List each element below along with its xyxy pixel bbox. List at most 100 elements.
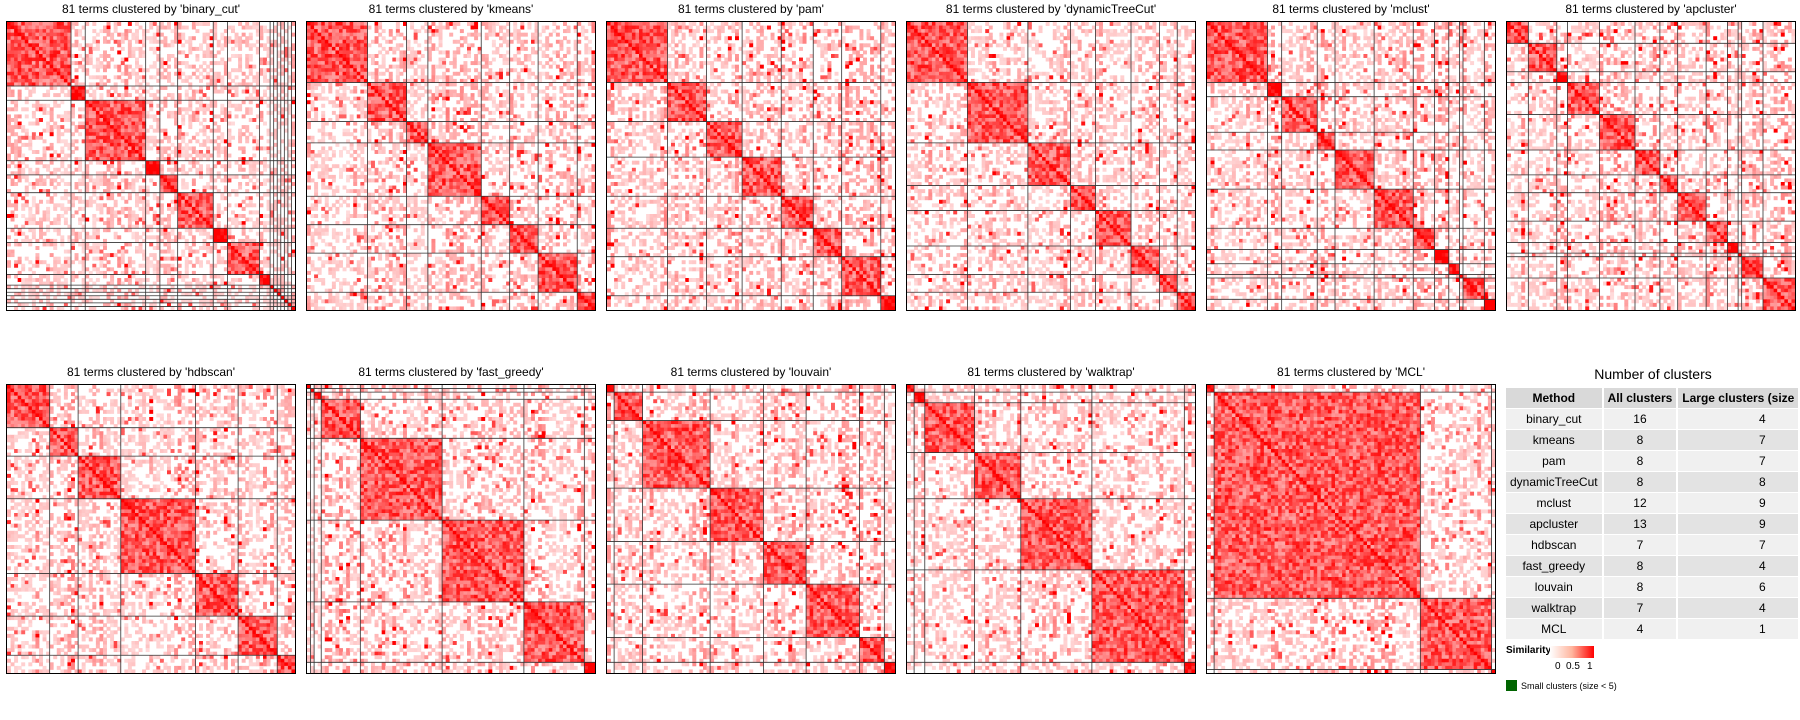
heatmap-cell	[174, 189, 179, 194]
heatmap-cell	[53, 125, 58, 130]
heatmap-cell	[356, 25, 361, 30]
heatmap-cell	[124, 157, 129, 162]
heatmap-cell	[127, 263, 132, 268]
heatmap-cell	[248, 54, 253, 58]
heatmap-cell	[127, 121, 132, 126]
heatmap-cell	[135, 171, 139, 176]
heatmap-cell	[28, 214, 33, 218]
heatmap-cell	[417, 29, 422, 34]
heatmap-cell	[580, 93, 585, 98]
heatmap-cell	[378, 118, 383, 122]
heatmap-cell	[314, 54, 319, 58]
heatmap-cell	[502, 57, 507, 62]
heatmap-cell	[188, 292, 193, 297]
heatmap-cell	[199, 86, 203, 90]
heatmap-cell	[106, 100, 111, 105]
heatmap-cell	[74, 89, 79, 94]
heatmap-cell	[213, 75, 218, 80]
heatmap-cell	[35, 256, 40, 261]
heatmap-cell	[127, 214, 132, 218]
heatmap-cell	[491, 32, 496, 37]
heatmap-cell	[163, 68, 168, 73]
heatmap-cell	[92, 295, 97, 300]
heatmap-cell	[427, 36, 432, 41]
heatmap-cell	[85, 267, 90, 272]
heatmap-cell	[266, 206, 271, 211]
heatmap-cell	[124, 302, 129, 307]
heatmap-cell	[273, 203, 278, 208]
heatmap-cell	[280, 25, 285, 30]
heatmap-cell	[363, 103, 368, 108]
heatmap-cell	[117, 110, 122, 115]
heatmap-cell	[124, 178, 129, 183]
heatmap-cell	[234, 43, 239, 48]
heatmap-cell	[184, 132, 189, 137]
heatmap-cell	[220, 103, 225, 108]
heatmap-cell	[42, 43, 47, 48]
heatmap-cell	[392, 110, 397, 115]
heatmap-cell	[406, 46, 411, 51]
heatmap-cell	[206, 50, 211, 55]
heatmap-cell	[548, 121, 553, 126]
heatmap-cell	[331, 39, 336, 44]
heatmap-cell	[142, 100, 147, 105]
heatmap-cell	[280, 231, 285, 236]
heatmap-cell	[273, 249, 278, 254]
heatmap-cell	[39, 78, 43, 83]
heatmap-cell	[328, 39, 333, 44]
heatmap-cell	[191, 146, 196, 151]
heatmap-cell	[570, 93, 575, 98]
heatmap-cell	[417, 139, 422, 144]
heatmap-cell	[195, 210, 200, 215]
heatmap-cell	[474, 118, 479, 122]
heatmap-cell	[142, 199, 147, 204]
heatmap-cell	[307, 57, 311, 62]
heatmap-cell	[291, 306, 296, 311]
heatmap-cell	[67, 25, 72, 30]
heatmap-cell	[307, 50, 311, 55]
heatmap-cell	[509, 32, 514, 37]
heatmap-cell	[85, 135, 90, 140]
heatmap-cell	[587, 71, 592, 76]
heatmap-cell	[259, 196, 264, 201]
heatmap-cell	[7, 157, 11, 162]
heatmap-cell	[266, 242, 271, 247]
heatmap-cell	[131, 210, 136, 215]
heatmap-cell	[184, 64, 189, 69]
heatmap-cell	[284, 50, 289, 55]
heatmap-cell	[110, 174, 115, 179]
heatmap-cell	[378, 64, 383, 69]
heatmap-cell	[209, 110, 214, 115]
heatmap-cell	[152, 306, 157, 311]
heatmap-cell	[378, 132, 383, 137]
heatmap-cell	[331, 125, 336, 130]
heatmap-cell	[85, 107, 90, 112]
heatmap-cell	[220, 281, 225, 286]
heatmap-cell	[385, 132, 390, 137]
heatmap-cell	[287, 86, 292, 90]
heatmap-cell	[234, 249, 239, 254]
heatmap-cell	[516, 71, 521, 76]
heatmap-cell	[42, 64, 47, 69]
heatmap-cell	[477, 50, 482, 55]
heatmap-cell	[170, 228, 175, 233]
heatmap-cell	[280, 256, 285, 261]
heatmap-cell	[213, 274, 218, 279]
heatmap-cell	[117, 221, 122, 226]
heatmap-cell	[127, 242, 132, 247]
heatmap-cell	[238, 246, 243, 250]
heatmap-cell	[49, 78, 54, 83]
heatmap-cell	[135, 29, 139, 34]
heatmap-cell	[206, 54, 211, 58]
heatmap-cell	[470, 103, 475, 108]
heatmap-cell	[541, 139, 546, 144]
heatmap-cell	[88, 82, 93, 87]
heatmap-cell	[202, 61, 207, 66]
heatmap-cell	[520, 93, 525, 98]
heatmap-cell	[385, 107, 390, 112]
heatmap-cell	[117, 295, 122, 300]
heatmap-cell	[566, 29, 571, 34]
heatmap-cell	[252, 118, 257, 122]
heatmap-cell	[78, 160, 83, 165]
heatmap-cell	[356, 43, 361, 48]
